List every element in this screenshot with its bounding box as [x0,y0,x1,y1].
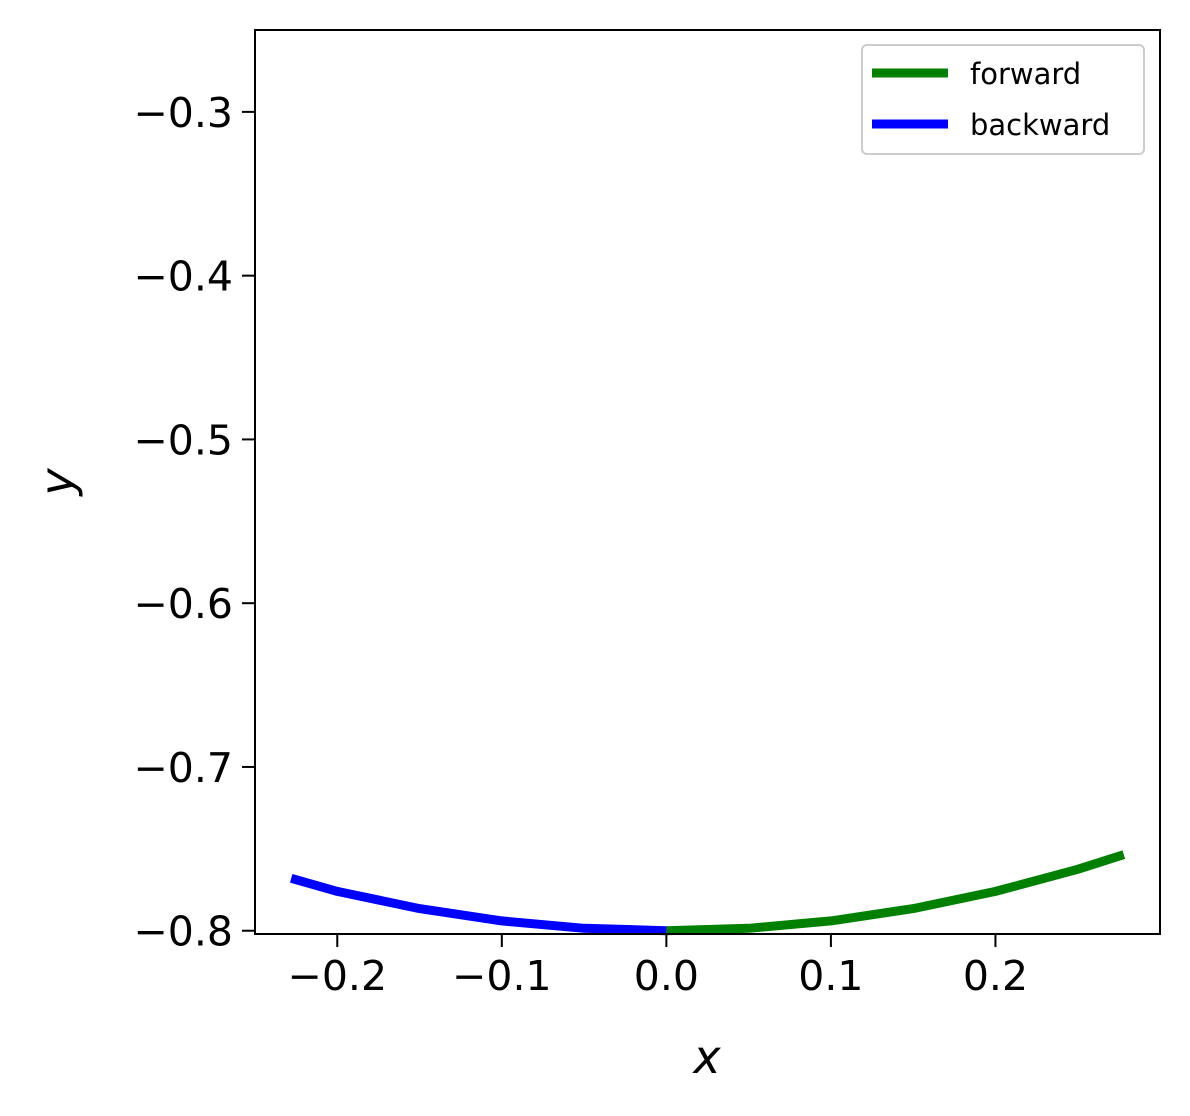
y-ticks: −0.3 −0.4 −0.5 −0.6 −0.7 −0.8 [133,89,255,956]
x-axis-label: x [691,1030,721,1084]
x-tick-label: 0.2 [963,952,1028,1000]
y-tick-label: −0.7 [133,744,233,792]
plot-frame [254,29,1161,935]
y-tick-label: −0.8 [133,908,233,956]
y-tick-label: −0.6 [133,580,233,628]
legend: forward backward [861,44,1145,155]
legend-label-forward: forward [970,57,1081,91]
x-tick-label: −0.1 [452,952,552,1000]
x-tick-label: 0.0 [634,952,699,1000]
legend-label-backward: backward [970,108,1110,142]
x-tick-label: 0.1 [798,952,863,1000]
x-ticks: −0.2 −0.1 0.0 0.1 0.2 [287,934,1028,1000]
series-line-backward [289,873,667,936]
y-axis-label: y [30,468,84,498]
x-tick-label: −0.2 [287,952,387,1000]
y-tick-label: −0.3 [133,89,233,137]
series-layer [289,850,1126,936]
y-tick-label: −0.4 [133,253,233,301]
series-line-forward [666,850,1126,936]
y-tick-label: −0.5 [133,416,233,464]
